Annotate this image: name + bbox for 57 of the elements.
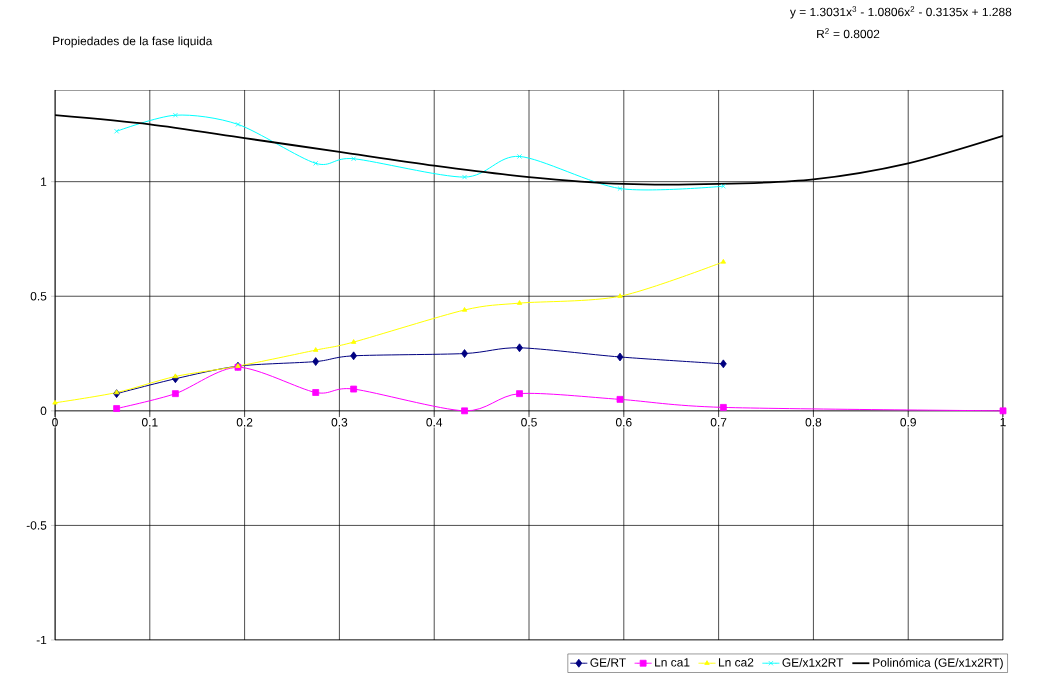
point xyxy=(719,404,727,411)
point xyxy=(462,174,468,180)
point xyxy=(113,389,120,395)
point xyxy=(350,351,358,361)
point xyxy=(235,121,241,127)
x-tick-label: 0.5 xyxy=(521,418,537,427)
x-tick-label: 0.1 xyxy=(141,418,158,427)
legend-label: Polinómica (GE/x1x2RT) xyxy=(873,657,1003,670)
x-tick-label: 1 xyxy=(1000,418,1006,427)
x-tick-label: 0.4 xyxy=(426,418,443,427)
point xyxy=(516,300,523,305)
x-tick-label: 0.7 xyxy=(710,418,727,427)
point xyxy=(351,156,357,162)
point xyxy=(313,160,319,166)
text: y = 1.3031x$^{3}$ - 1.0806x$^{2}$ - 0.3135x + 1.288 xyxy=(789,6,1012,19)
point xyxy=(313,347,319,352)
point xyxy=(517,153,523,159)
y-tick-label: -0.5 xyxy=(26,521,47,530)
point xyxy=(312,357,320,366)
point xyxy=(516,343,523,353)
chart-title: Propiedades de la fase liquida xyxy=(53,36,213,48)
point xyxy=(114,128,120,134)
point xyxy=(350,339,357,344)
point xyxy=(172,390,179,398)
point xyxy=(312,389,320,396)
x-tick-label: 0.2 xyxy=(236,418,253,427)
text: R$^{2}$ = 0.8002 xyxy=(817,28,880,39)
point xyxy=(516,390,523,398)
x-tick-label: 0.8 xyxy=(805,418,822,427)
y-tick-label: -1 xyxy=(36,635,47,645)
point xyxy=(719,359,727,369)
legend-label: Ln ca2 xyxy=(718,658,754,667)
point xyxy=(720,258,726,264)
point xyxy=(461,307,468,312)
point xyxy=(350,385,358,393)
point xyxy=(616,395,624,403)
x-tick-label: 0.6 xyxy=(615,418,632,427)
point xyxy=(461,349,468,358)
point xyxy=(617,186,623,192)
y-tick-label: 0.5 xyxy=(30,292,47,301)
point xyxy=(113,405,121,412)
x-tick-label: 0.9 xyxy=(900,418,916,427)
legend-label: GE/RT xyxy=(590,658,626,667)
point xyxy=(172,112,178,118)
point xyxy=(461,407,468,415)
y-tick-label: 0 xyxy=(40,406,47,416)
x-tick-label: 0 xyxy=(52,418,58,427)
point xyxy=(616,352,624,362)
point xyxy=(617,293,623,298)
point xyxy=(172,373,179,379)
point xyxy=(52,399,58,405)
legend-label: Ln ca1 xyxy=(655,658,690,667)
point xyxy=(999,407,1007,415)
x-tick-label: 0.3 xyxy=(331,418,348,427)
legend-label: GE/x1x2RT xyxy=(782,658,844,667)
point xyxy=(720,183,726,189)
y-tick-label: 1 xyxy=(41,177,47,186)
